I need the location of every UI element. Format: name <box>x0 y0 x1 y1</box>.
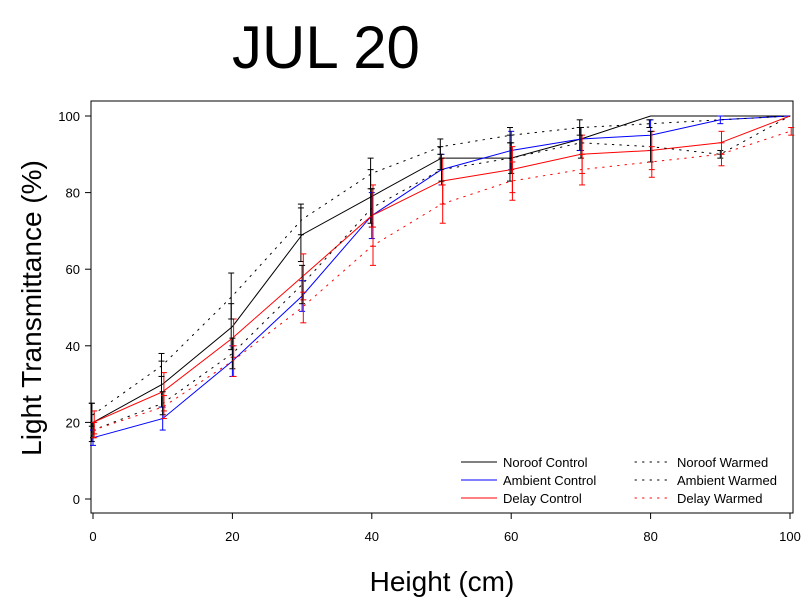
x-axis-label: Height (cm) <box>370 566 515 597</box>
y-tick-label: 80 <box>66 186 80 201</box>
series-5 <box>91 126 795 439</box>
legend-label: Delay Warmed <box>677 491 762 506</box>
y-tick-label: 100 <box>58 109 80 124</box>
y-tick-label: 40 <box>66 339 80 354</box>
series-line <box>92 115 791 431</box>
legend-label: Noroof Control <box>503 455 588 470</box>
legend: Noroof Control Ambient Control Delay Contr… <box>461 455 777 506</box>
y-tick-label: 0 <box>73 492 80 507</box>
chart-title: JUL 20 <box>232 14 420 81</box>
x-tick-label: 60 <box>504 529 518 544</box>
x-tick-label: 80 <box>643 529 657 544</box>
series-line <box>92 115 791 416</box>
legend-label: Delay Control <box>503 491 582 506</box>
plot-area <box>90 100 794 514</box>
y-tick-label: 60 <box>66 262 80 277</box>
x-tick-label: 20 <box>225 529 239 544</box>
y-tick-label: 20 <box>66 415 80 430</box>
y-axis: 0 20 40 60 80 100 <box>58 109 91 507</box>
x-axis: 0 20 40 60 80 100 <box>89 513 801 544</box>
x-tick-label: 0 <box>89 529 96 544</box>
x-tick-label: 40 <box>365 529 379 544</box>
series-line <box>92 130 791 431</box>
series-3 <box>88 115 791 427</box>
plot-frame <box>90 100 794 514</box>
legend-label: Ambient Control <box>503 473 596 488</box>
legend-label: Ambient Warmed <box>677 473 777 488</box>
x-tick-label: 100 <box>779 529 801 544</box>
y-axis-label: Light Transmittance (%) <box>16 160 47 456</box>
legend-label: Noroof Warmed <box>677 455 768 470</box>
series-layer <box>88 115 795 446</box>
